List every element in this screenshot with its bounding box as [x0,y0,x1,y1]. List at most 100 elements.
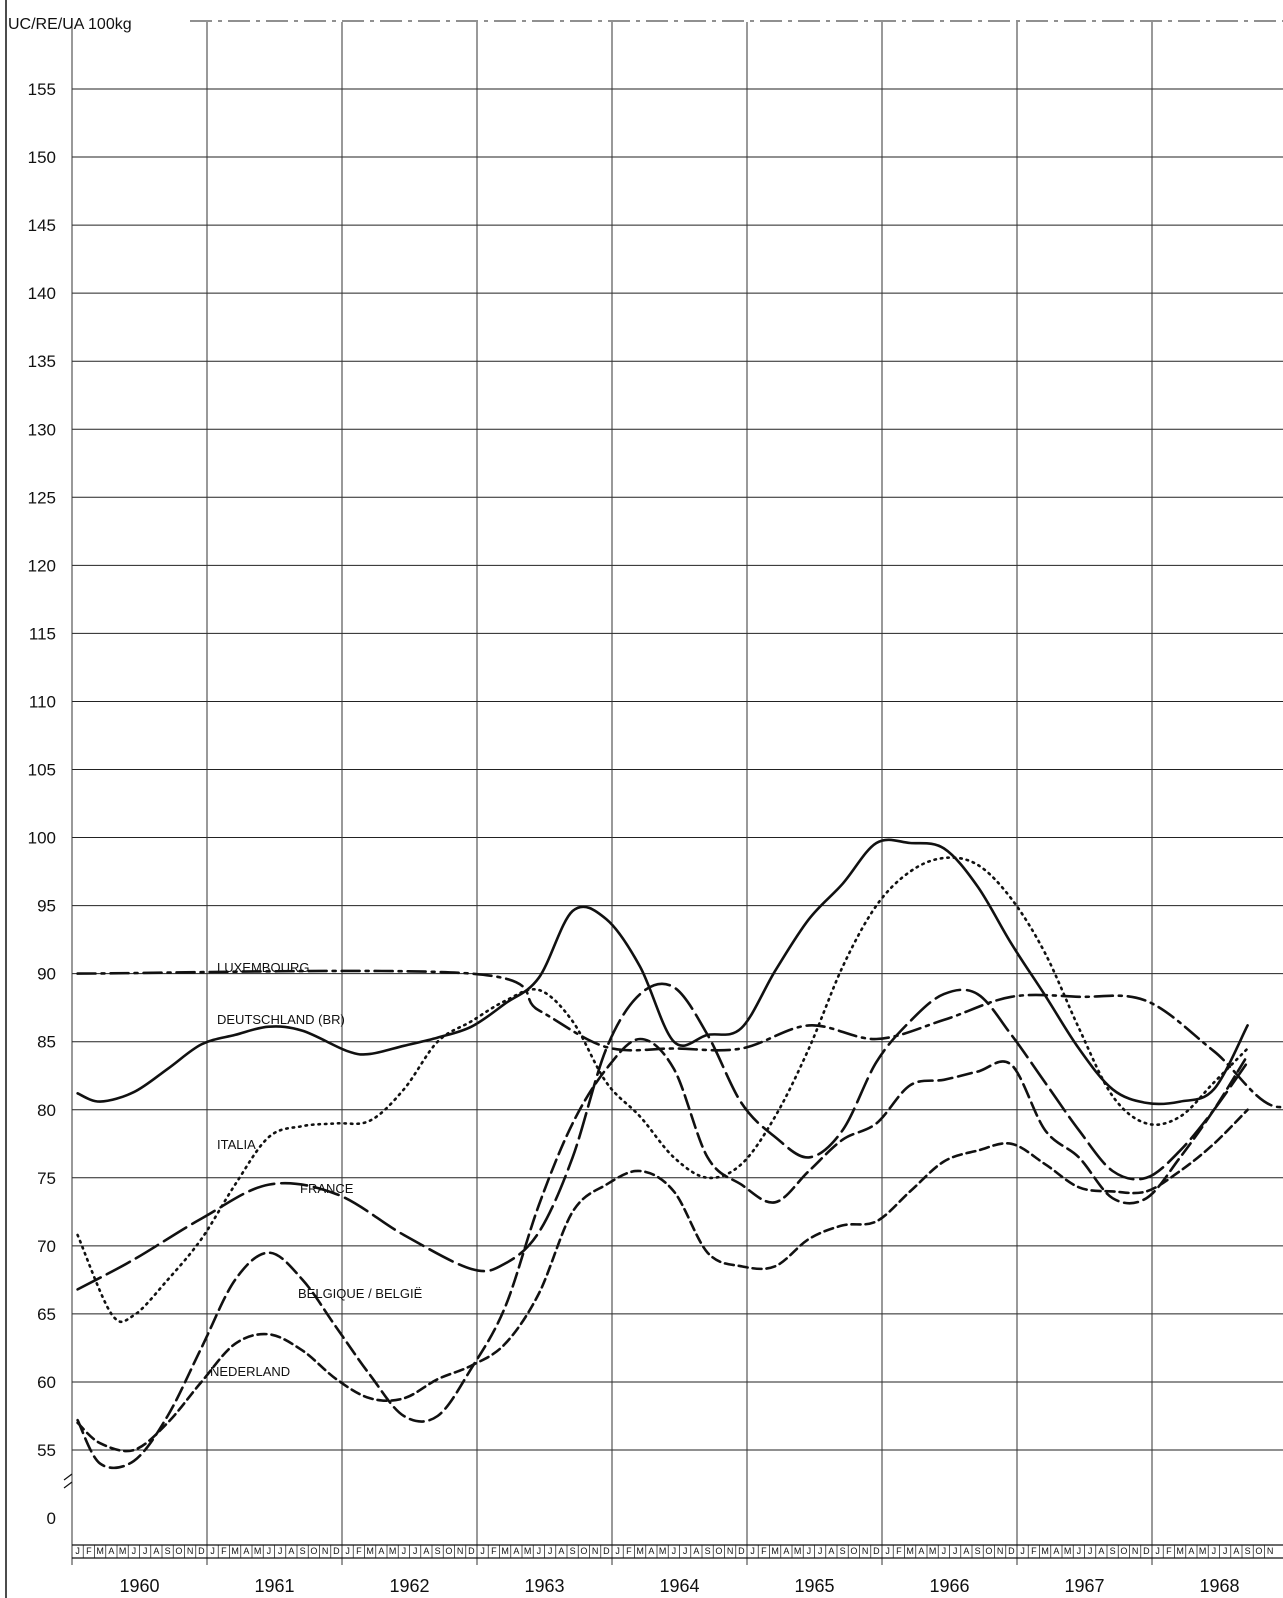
month-label: O [985,1546,992,1556]
series-label-luxembourg: LUXEMBOURG [217,960,309,975]
month-label: F [761,1546,767,1556]
y-tick-label: 75 [37,1169,56,1188]
series-lines [76,838,1283,1470]
month-label: M [1064,1546,1072,1556]
month-label: S [435,1546,441,1556]
year-label: 1968 [1199,1576,1239,1596]
month-label: J [807,1546,812,1556]
month-label: J [75,1546,80,1556]
y-tick-label: 120 [28,556,56,575]
y-tick-label: 145 [28,216,56,235]
month-label: F [356,1546,362,1556]
month-label: J [1020,1546,1025,1556]
month-label: J [818,1546,823,1556]
month-label: M [794,1546,802,1556]
month-label: A [648,1546,654,1556]
month-label: N [322,1546,329,1556]
month-label: A [558,1546,564,1556]
month-label: J [537,1546,542,1556]
y-tick-label: 90 [37,965,56,984]
month-label: S [1245,1546,1251,1556]
month-label: D [198,1546,205,1556]
series-line-luxembourg [76,969,1283,1109]
month-label: A [693,1546,699,1556]
series-label-belgique-belgi: BELGIQUE / BELGIË [298,1286,423,1301]
series-label-italia: ITALIA [217,1137,256,1152]
month-label: D [468,1546,475,1556]
y-axis-unit-label: UC/RE/UA 100kg [8,16,132,33]
y-tick-label: 155 [28,80,56,99]
month-label: J [1155,1546,1160,1556]
month-label: A [1188,1546,1194,1556]
y-tick-label: 55 [37,1441,56,1460]
month-label: S [840,1546,846,1556]
month-label: S [975,1546,981,1556]
month-label: M [231,1546,239,1556]
year-label: 1960 [119,1576,159,1596]
month-label: S [1110,1546,1116,1556]
grid [71,22,1283,1565]
month-label: J [345,1546,350,1556]
y-tick-label: 95 [37,897,56,916]
y-tick-label: 65 [37,1305,56,1324]
y-tick-label: 135 [28,352,56,371]
month-label: O [850,1546,857,1556]
month-label: A [828,1546,834,1556]
month-label: M [1176,1546,1184,1556]
month-label: M [501,1546,509,1556]
month-label: A [1053,1546,1059,1556]
month-label: M [1199,1546,1207,1556]
month-label: F [896,1546,902,1556]
y-tick-label: 110 [29,692,56,711]
month-label: F [221,1546,227,1556]
series-line-france [76,982,1249,1291]
series-line-nederland [76,1108,1249,1453]
month-label: S [705,1546,711,1556]
year-label: 1962 [389,1576,429,1596]
month-label: O [310,1546,317,1556]
month-label: N [727,1546,734,1556]
month-label: O [175,1546,182,1556]
month-label: J [885,1546,890,1556]
month-label: J [672,1546,677,1556]
month-label: J [413,1546,418,1556]
series-line-deutschland-br [76,838,1249,1106]
y-tick-label: 130 [28,420,56,439]
month-label: J [1212,1546,1217,1556]
month-label: A [378,1546,384,1556]
month-label: J [1077,1546,1082,1556]
month-label: J [143,1546,148,1556]
month-label: J [683,1546,688,1556]
month-label: M [96,1546,104,1556]
axes: 0 55 60 65 70 75 80 85 90 95 100 105 110 115 120 125 130… [5,0,1283,1598]
month-label: J [267,1546,272,1556]
month-label: A [918,1546,924,1556]
series-line-italia [76,856,1249,1324]
y-tick-label: 60 [37,1373,56,1392]
month-label: J [615,1546,620,1556]
month-label: J [132,1546,137,1556]
month-label: D [738,1546,745,1556]
month-label: J [750,1546,755,1556]
series-line-belgique-belgi [76,1037,1249,1470]
month-label: J [942,1546,947,1556]
month-label: M [389,1546,397,1556]
series-label-france: FRANCE [300,1181,354,1196]
month-label: M [771,1546,779,1556]
y-tick-label: 85 [37,1033,56,1052]
month-label: O [580,1546,587,1556]
month-label: A [963,1546,969,1556]
month-label: J [278,1546,283,1556]
month-label: M [636,1546,644,1556]
month-label: F [626,1546,632,1556]
year-label: 1964 [659,1576,699,1596]
month-label: O [1120,1546,1127,1556]
y-tick-label: 115 [29,624,56,643]
month-label: J [402,1546,407,1556]
y-tick-label: 125 [28,488,56,507]
month-label: J [953,1546,958,1556]
month-label: J [480,1546,485,1556]
month-label: A [153,1546,159,1556]
year-label: 1965 [794,1576,834,1596]
month-label: S [570,1546,576,1556]
